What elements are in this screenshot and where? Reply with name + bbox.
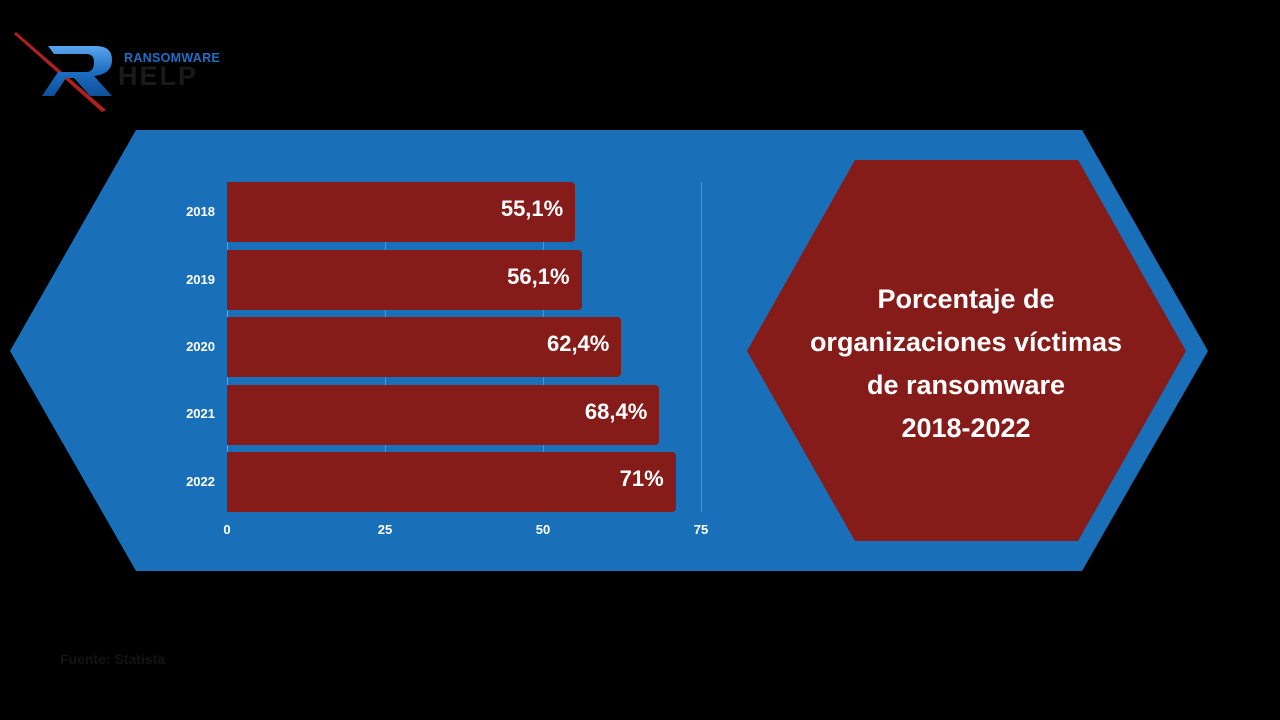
bar-2018: 55,1%: [227, 182, 576, 242]
ransomware-help-logo: RANSOMWARE HELP: [14, 30, 224, 114]
source-footnote: Fuente: Statista: [60, 651, 166, 667]
title-line: de ransomware: [866, 370, 1066, 400]
title-hexagon: [747, 160, 1186, 541]
bar-value-label: 56,1%: [507, 264, 570, 289]
x-tick-label: 25: [377, 522, 393, 537]
category-label: 2018: [186, 204, 215, 219]
bar-value-label: 62,4%: [546, 331, 610, 356]
category-label: 2021: [186, 406, 215, 421]
x-tick-label: 0: [223, 522, 231, 537]
category-label: 2020: [186, 339, 215, 354]
bar-value-label: 55,1%: [500, 196, 564, 221]
category-label: 2022: [186, 474, 215, 489]
category-label: 2019: [186, 272, 215, 287]
gridline-75: [701, 182, 702, 512]
logo-text-help: HELP: [118, 61, 199, 91]
bar-value-label: 68,4%: [584, 399, 648, 424]
logo-text-ransomware: RANSOMWARE: [124, 51, 221, 65]
chart-title: Porcentaje de organizaciones víctimas de…: [776, 278, 1156, 450]
title-line: 2018-2022: [901, 413, 1031, 443]
title-line: Porcentaje de: [877, 284, 1055, 314]
x-tick-label: 75: [693, 522, 709, 537]
bar-2020: 62,4%: [227, 317, 622, 377]
bar-value-label: 71%: [619, 466, 664, 491]
bar-2021: 68,4%: [227, 385, 660, 445]
bar-2022: 71%: [227, 452, 676, 512]
r-letter-logo-icon: [14, 32, 112, 112]
title-line: organizaciones víctimas: [809, 327, 1123, 357]
x-tick-label: 50: [535, 522, 551, 537]
bar-2019: 56,1%: [227, 250, 582, 310]
